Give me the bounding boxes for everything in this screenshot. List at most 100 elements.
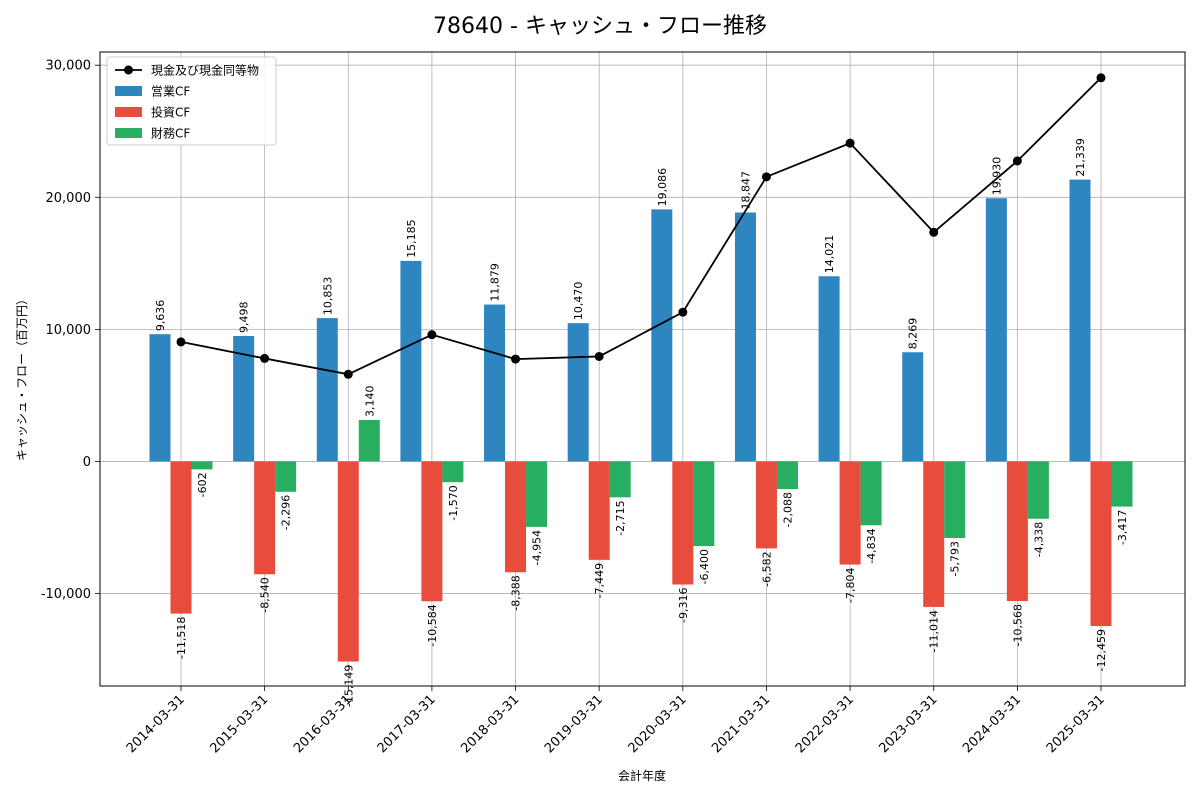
bar-value-label: 9,636 bbox=[154, 300, 167, 332]
cash-equivalents-point bbox=[1096, 73, 1106, 83]
bar-1-3 bbox=[421, 461, 443, 602]
x-tick-label: 2017-03-31 bbox=[375, 692, 439, 756]
x-tick-label: 2024-03-31 bbox=[960, 692, 1024, 756]
bar-value-label: -6,400 bbox=[698, 549, 711, 584]
bar-1-1 bbox=[254, 461, 276, 575]
bar-1-0 bbox=[170, 461, 192, 614]
bar-value-label: 21,339 bbox=[1074, 138, 1087, 177]
bar-2-11 bbox=[1111, 461, 1133, 507]
bar-value-label: 8,269 bbox=[907, 318, 920, 350]
x-tick-label: 2023-03-31 bbox=[877, 692, 941, 756]
x-tick-label: 2020-03-31 bbox=[626, 692, 690, 756]
bar-value-label: 14,021 bbox=[823, 235, 836, 274]
cash-equivalents-point bbox=[678, 307, 688, 317]
y-axis-title: キャッシュ・フロー（百万円） bbox=[15, 293, 29, 461]
bar-2-6 bbox=[693, 461, 715, 546]
x-axis-title: 会計年度 bbox=[618, 768, 666, 783]
x-tick-label: 2016-03-31 bbox=[291, 692, 355, 756]
bar-2-8 bbox=[860, 461, 882, 526]
bar-value-label: -3,417 bbox=[1116, 510, 1129, 545]
bar-value-label: -2,296 bbox=[280, 495, 293, 530]
bar-value-label: -11,518 bbox=[175, 617, 188, 659]
cash-equivalents-line bbox=[180, 77, 1102, 376]
bar-0-4 bbox=[484, 304, 506, 462]
bar-1-7 bbox=[755, 461, 777, 549]
bar-value-label: 19,930 bbox=[990, 157, 1003, 196]
cash-equivalents-point bbox=[845, 138, 855, 148]
bar-value-label: -8,540 bbox=[259, 577, 272, 612]
legend-label: 営業CF bbox=[151, 85, 190, 99]
legend-label: 現金及び現金同等物 bbox=[151, 63, 259, 78]
bar-1-6 bbox=[672, 461, 694, 585]
bar-0-2 bbox=[316, 318, 338, 462]
legend-bar-swatch bbox=[115, 86, 142, 96]
bar-value-label: -7,804 bbox=[844, 568, 857, 603]
bar-2-7 bbox=[776, 461, 798, 490]
legend-box bbox=[106, 56, 277, 146]
bar-0-11 bbox=[1069, 179, 1091, 462]
bar-value-label: 10,853 bbox=[321, 277, 334, 316]
y-tick-label: 10,000 bbox=[46, 323, 92, 338]
line-series bbox=[176, 73, 1106, 379]
bar-value-label: 19,086 bbox=[656, 168, 669, 207]
bar-value-label: -10,584 bbox=[426, 604, 439, 646]
bar-value-label: -2,715 bbox=[614, 500, 627, 535]
bar-value-label: -2,088 bbox=[781, 492, 794, 527]
bar-2-9 bbox=[944, 461, 966, 538]
bar-value-label: -4,338 bbox=[1032, 522, 1045, 557]
bar-value-label: 11,879 bbox=[489, 263, 502, 301]
bar-series bbox=[149, 179, 1133, 662]
bar-0-9 bbox=[902, 352, 924, 462]
bar-1-8 bbox=[839, 461, 861, 565]
x-tick-label: 2019-03-31 bbox=[542, 692, 606, 756]
bar-2-0 bbox=[191, 461, 213, 470]
bar-0-3 bbox=[400, 260, 422, 462]
bar-1-10 bbox=[1006, 461, 1028, 602]
bar-value-label: 9,498 bbox=[238, 302, 251, 333]
bar-value-label: -7,449 bbox=[593, 563, 606, 598]
bar-2-5 bbox=[609, 461, 631, 498]
bar-1-5 bbox=[588, 461, 610, 560]
bar-value-label: -1,570 bbox=[447, 485, 460, 520]
bar-value-label: -5,793 bbox=[949, 541, 962, 576]
cash-equivalents-point bbox=[427, 330, 437, 340]
bar-value-label: -10,568 bbox=[1011, 604, 1024, 646]
bar-0-6 bbox=[651, 209, 673, 462]
bar-0-8 bbox=[818, 276, 840, 462]
bar-2-1 bbox=[275, 461, 297, 492]
bar-value-label: -12,459 bbox=[1095, 629, 1108, 671]
bar-0-0 bbox=[149, 334, 171, 462]
bar-value-label: -8,388 bbox=[510, 575, 523, 610]
bar-1-4 bbox=[505, 461, 527, 573]
bar-0-7 bbox=[734, 212, 756, 462]
bar-value-label: -602 bbox=[196, 472, 209, 497]
chart-title: 78640 - キャッシュ・フロー推移 bbox=[433, 14, 767, 39]
bar-1-11 bbox=[1090, 461, 1112, 627]
cash-equivalents-point bbox=[176, 337, 186, 347]
x-tick-label: 2022-03-31 bbox=[793, 692, 857, 756]
bar-value-label: 3,140 bbox=[363, 385, 376, 417]
legend-bar-swatch bbox=[115, 128, 142, 138]
plot-frame bbox=[99, 51, 1186, 687]
y-tick-label: -10,000 bbox=[41, 587, 91, 602]
bar-2-10 bbox=[1027, 461, 1049, 519]
bar-value-label: -9,316 bbox=[677, 588, 690, 623]
bar-value-label: 18,847 bbox=[739, 171, 752, 210]
cash-equivalents-point bbox=[594, 351, 604, 361]
cash-equivalents-point bbox=[1012, 156, 1022, 166]
legend-marker-swatch bbox=[124, 65, 133, 75]
bar-0-1 bbox=[233, 336, 255, 462]
x-tick-label: 2018-03-31 bbox=[458, 692, 522, 756]
bar-value-label: -4,954 bbox=[531, 530, 544, 565]
grid-lines bbox=[100, 52, 1185, 686]
cash-equivalents-point bbox=[260, 353, 270, 363]
bar-2-3 bbox=[442, 461, 464, 483]
axes: -10,000 0 10,000 20,000 30,000 2014-03-31 2015… bbox=[41, 51, 1186, 756]
bar-value-label: -11,014 bbox=[928, 610, 941, 652]
data-labels: 9,636 9,498 10,853 15,185 11,879 10,470 19,086… bbox=[154, 138, 1129, 707]
cash-equivalents-point bbox=[511, 354, 521, 364]
bar-1-2 bbox=[337, 461, 359, 662]
bar-2-2 bbox=[358, 419, 380, 462]
